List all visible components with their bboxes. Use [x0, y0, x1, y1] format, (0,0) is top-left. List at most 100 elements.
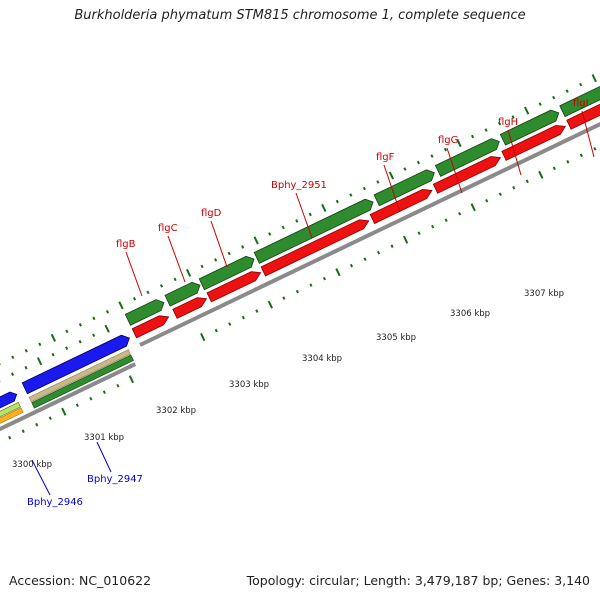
tick-mark	[253, 236, 259, 245]
tick-mark	[403, 167, 407, 171]
tick-mark	[255, 309, 259, 313]
tick-mark	[282, 296, 286, 300]
tick-mark	[552, 166, 556, 171]
tick-mark	[458, 211, 462, 216]
tick-mark	[102, 390, 106, 395]
tick-mark	[146, 290, 150, 295]
tick-mark	[579, 82, 583, 87]
kbp-tick-label: 3306 kbp	[450, 309, 490, 319]
tick-mark	[92, 316, 96, 321]
reverse-gene-arrow	[260, 219, 370, 277]
tick-mark	[159, 284, 164, 288]
tick-mark	[512, 185, 516, 190]
tick-mark	[105, 310, 109, 314]
tick-mark	[431, 224, 435, 229]
forward-gene-arrow	[253, 198, 374, 264]
backbone-line	[0, 362, 137, 436]
map-title: Burkholderia phymatum STM815 chromosome …	[74, 8, 526, 23]
tick-mark	[241, 245, 245, 249]
tick-mark	[92, 333, 96, 338]
tick-mark	[322, 276, 327, 281]
tick-mark	[200, 264, 204, 269]
reverse-gene-arrow	[206, 271, 262, 303]
tick-mark	[78, 339, 82, 344]
gene-leader-line	[581, 110, 595, 158]
tick-mark	[295, 219, 299, 223]
tick-mark	[281, 225, 285, 230]
tick-mark	[241, 315, 245, 320]
tick-mark	[214, 258, 218, 262]
gene-leader-line	[210, 220, 228, 268]
tick-mark	[430, 154, 434, 158]
gene-leader-line	[446, 147, 463, 194]
tick-mark	[309, 283, 313, 287]
tan-gene-band	[28, 349, 131, 403]
forward-gene-arrow	[124, 299, 165, 326]
forward-gene-arrow	[434, 138, 500, 177]
gene-leader-line	[125, 251, 143, 297]
kbp-tick-label: 3301 kbp	[84, 433, 124, 443]
gene-label: Bphy_2951	[271, 180, 327, 191]
tick-mark	[538, 170, 544, 179]
gene-label: Bphy_2946	[27, 497, 83, 508]
tick-mark	[295, 289, 299, 294]
tick-mark	[78, 323, 82, 327]
gene-label: flgB	[116, 239, 136, 250]
blue-gene-arrow	[21, 334, 130, 395]
gene-leader-line	[507, 129, 522, 176]
tick-mark	[565, 89, 569, 93]
tick-mark	[443, 147, 448, 152]
tick-mark	[376, 180, 380, 184]
tick-mark	[335, 199, 339, 204]
tick-mark	[485, 198, 489, 203]
reverse-gene-arrow	[172, 297, 208, 319]
gene-label: flgD	[201, 208, 222, 219]
forward-gene-arrow	[373, 169, 435, 207]
forward-gene-arrow	[499, 109, 560, 146]
tick-mark	[484, 128, 488, 132]
tick-mark	[8, 435, 12, 440]
tick-mark	[402, 235, 409, 244]
tick-mark	[416, 160, 421, 165]
tick-mark	[118, 301, 124, 310]
tick-mark	[48, 416, 52, 420]
gene-leader-line	[383, 164, 401, 213]
tick-mark	[524, 106, 530, 115]
reverse-gene-arrow	[501, 124, 566, 161]
tick-mark	[173, 277, 177, 282]
forward-gene-arrow	[164, 281, 201, 307]
reverse-gene-arrow	[432, 156, 502, 194]
tick-mark	[227, 251, 231, 256]
tick-mark	[390, 244, 394, 248]
reverse-gene-arrow	[131, 315, 170, 339]
tick-mark	[321, 203, 327, 213]
reverse-gene-arrow	[566, 89, 600, 130]
tick-mark	[308, 212, 312, 217]
tick-mark	[21, 429, 25, 433]
tick-mark	[75, 403, 79, 407]
gene-label: flgI	[573, 98, 589, 109]
tick-mark	[511, 115, 515, 119]
forward-gene-arrow	[198, 255, 255, 291]
kbp-tick-label: 3303 kbp	[229, 380, 269, 390]
tick-mark	[579, 153, 583, 158]
tick-mark	[566, 160, 570, 164]
tick-mark	[335, 268, 341, 277]
kbp-tick-label: 3304 kbp	[302, 354, 342, 364]
reverse-gene-arrow	[369, 189, 433, 225]
tick-mark	[65, 329, 69, 334]
tick-mark	[538, 102, 542, 106]
tick-mark	[498, 192, 502, 197]
tick-mark	[185, 268, 192, 277]
tick-mark	[593, 147, 597, 151]
gene-leader-line	[31, 459, 51, 496]
tick-mark	[36, 357, 43, 366]
tick-mark	[104, 324, 110, 333]
gene-label: flgG	[438, 135, 458, 146]
tick-mark	[362, 186, 366, 191]
orange-gene-band	[0, 407, 24, 430]
tick-mark	[417, 231, 421, 235]
tick-mark	[456, 139, 462, 148]
tick-mark	[376, 250, 381, 255]
